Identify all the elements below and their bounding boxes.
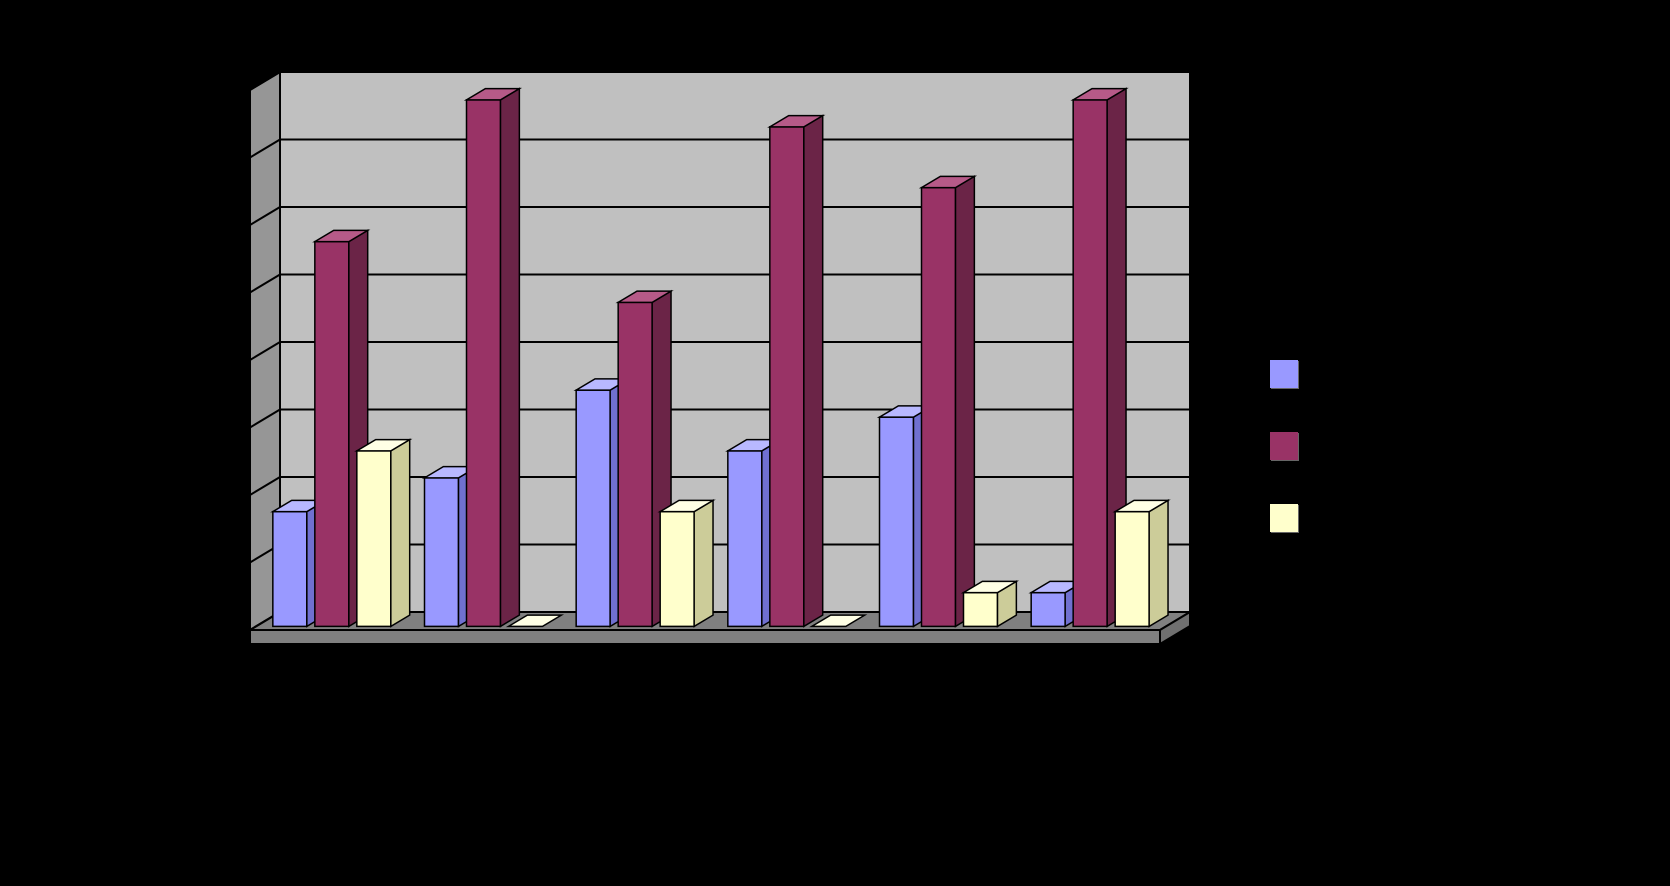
category-label: отношение к обществу <box>250 674 402 818</box>
legend-label: средний <box>1312 428 1427 462</box>
legend-swatch <box>1270 432 1298 460</box>
y-tick-label: 50 <box>203 275 236 309</box>
legend-swatch <box>1270 360 1298 388</box>
category-label: отношение к людям <box>857 674 1009 818</box>
y-tick-label: 0 <box>219 612 236 646</box>
y-tick-label: 40 <box>203 342 236 376</box>
legend-label: высокий <box>1312 356 1428 390</box>
chart-3d-bar: 01020304050607080отношение к обществуотн… <box>0 0 1670 886</box>
y-tick-label: 60 <box>203 207 236 241</box>
y-tick-label: 10 <box>203 545 236 579</box>
y-tick-label: 80 <box>203 72 236 106</box>
category-label: отношение к природе <box>402 674 554 770</box>
y-tick-label: 70 <box>203 140 236 174</box>
legend-label: низкий <box>1312 500 1406 534</box>
y-tick-label: 20 <box>203 477 236 511</box>
category-label: отношение к себе <box>1008 674 1160 770</box>
legend-swatch <box>1270 504 1298 532</box>
y-tick-label: 30 <box>203 410 236 444</box>
category-label: отношение к труду <box>705 674 857 770</box>
category-label: отношение к учёбе <box>553 674 705 770</box>
